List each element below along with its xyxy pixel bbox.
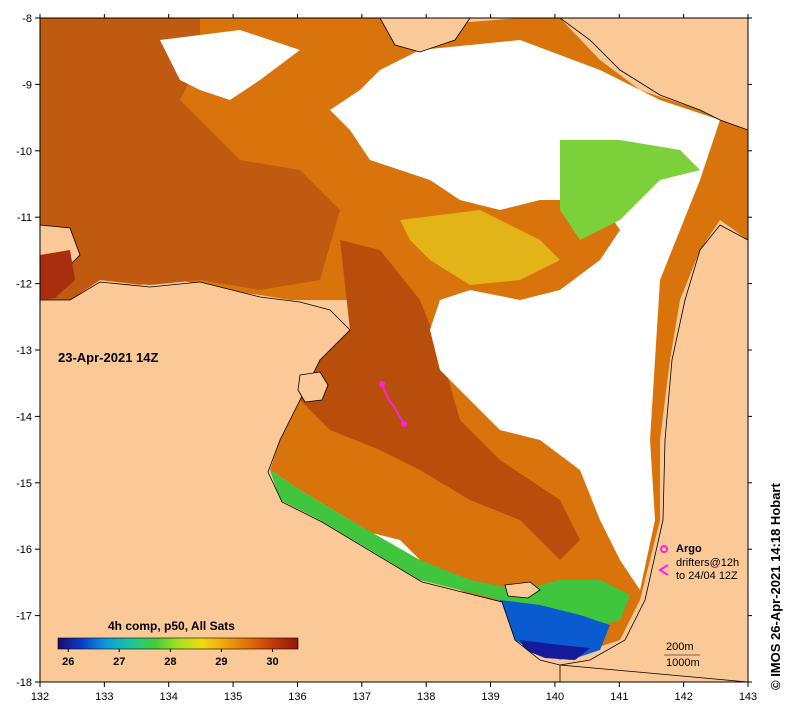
land-new-guinea bbox=[379, 18, 471, 53]
colorbar-tick-label: 28 bbox=[164, 656, 176, 668]
lon-tick-label: 135 bbox=[224, 691, 242, 703]
lat-tick-label: -10 bbox=[16, 146, 32, 158]
map-area bbox=[40, 18, 748, 682]
lat-tick-label: -13 bbox=[16, 345, 32, 357]
lon-tick-label: 142 bbox=[674, 691, 692, 703]
lat-tick-label: -18 bbox=[16, 677, 32, 689]
argo-marker-icon bbox=[660, 545, 668, 553]
sst-warm-central bbox=[300, 240, 580, 560]
lon-tick-label: 136 bbox=[288, 691, 306, 703]
colorbar-tick-label: 27 bbox=[113, 656, 125, 668]
drifter-legend: Argo drifters@12h to 24/04 12Z 200m 1000… bbox=[658, 543, 739, 669]
lon-tick-label: 140 bbox=[546, 691, 564, 703]
lat-tick-label: -12 bbox=[16, 279, 32, 291]
lon-tick-label: 139 bbox=[481, 691, 499, 703]
lon-tick-label: 138 bbox=[417, 691, 435, 703]
sst-green-north bbox=[560, 140, 700, 240]
imos-credit: © IMOS 26-Apr-2021 14:18 Hobart bbox=[768, 483, 783, 690]
lat-tick-label: -17 bbox=[16, 611, 32, 623]
land-top-end bbox=[40, 281, 561, 682]
longitude-axis: 132 133 134 135 136 137 138 139 140 141 142 143 bbox=[31, 14, 757, 703]
land-cape-york bbox=[559, 18, 748, 131]
latitude-axis: -8 -9 -10 -11 -12 -13 -14 -15 -16 -17 -18 bbox=[16, 13, 752, 689]
argo-label: Argo bbox=[676, 543, 702, 555]
drifters-label-line2: to 24/04 12Z bbox=[676, 570, 738, 582]
lat-tick-label: -16 bbox=[16, 544, 32, 556]
contour-1000m-label: 1000m bbox=[666, 657, 700, 669]
lon-tick-label: 143 bbox=[739, 691, 757, 703]
island-groote bbox=[297, 371, 329, 403]
contour-200m-label: 200m bbox=[666, 641, 694, 653]
sst-colorbar: 4h comp, p50, All Sats 26 27 28 29 30 bbox=[57, 619, 299, 668]
lon-tick-label: 137 bbox=[353, 691, 371, 703]
lat-tick-label: -14 bbox=[16, 411, 32, 423]
drifters-label-line1: drifters@12h bbox=[676, 557, 739, 569]
colorbar-tick-label: 26 bbox=[62, 656, 74, 668]
island-mornington bbox=[504, 581, 541, 599]
colorbar-gradient bbox=[57, 637, 299, 650]
sst-warm-west bbox=[40, 18, 340, 300]
sst-yellow-band bbox=[400, 210, 560, 285]
sst-hot-west-island bbox=[40, 250, 75, 300]
lat-tick-label: -11 bbox=[17, 212, 32, 224]
colorbar-ticks: 26 27 28 29 30 bbox=[62, 649, 279, 668]
timestamp-label: 23-Apr-2021 14Z bbox=[58, 350, 158, 365]
lon-tick-label: 141 bbox=[610, 691, 628, 703]
lon-tick-label: 134 bbox=[160, 691, 178, 703]
lon-tick-label: 133 bbox=[95, 691, 113, 703]
drifter-arrow-icon bbox=[658, 564, 669, 576]
colorbar-tick-label: 29 bbox=[215, 656, 227, 668]
lon-tick-label: 132 bbox=[31, 691, 49, 703]
drifter-track bbox=[379, 381, 407, 427]
colorbar-tick-label: 30 bbox=[266, 656, 278, 668]
lat-tick-label: -8 bbox=[22, 13, 32, 25]
cloud-north bbox=[160, 30, 300, 100]
lat-tick-label: -15 bbox=[16, 478, 32, 490]
colorbar-title: 4h comp, p50, All Sats bbox=[108, 619, 235, 633]
lat-tick-label: -9 bbox=[22, 79, 32, 91]
sst-coldest bbox=[520, 640, 590, 660]
